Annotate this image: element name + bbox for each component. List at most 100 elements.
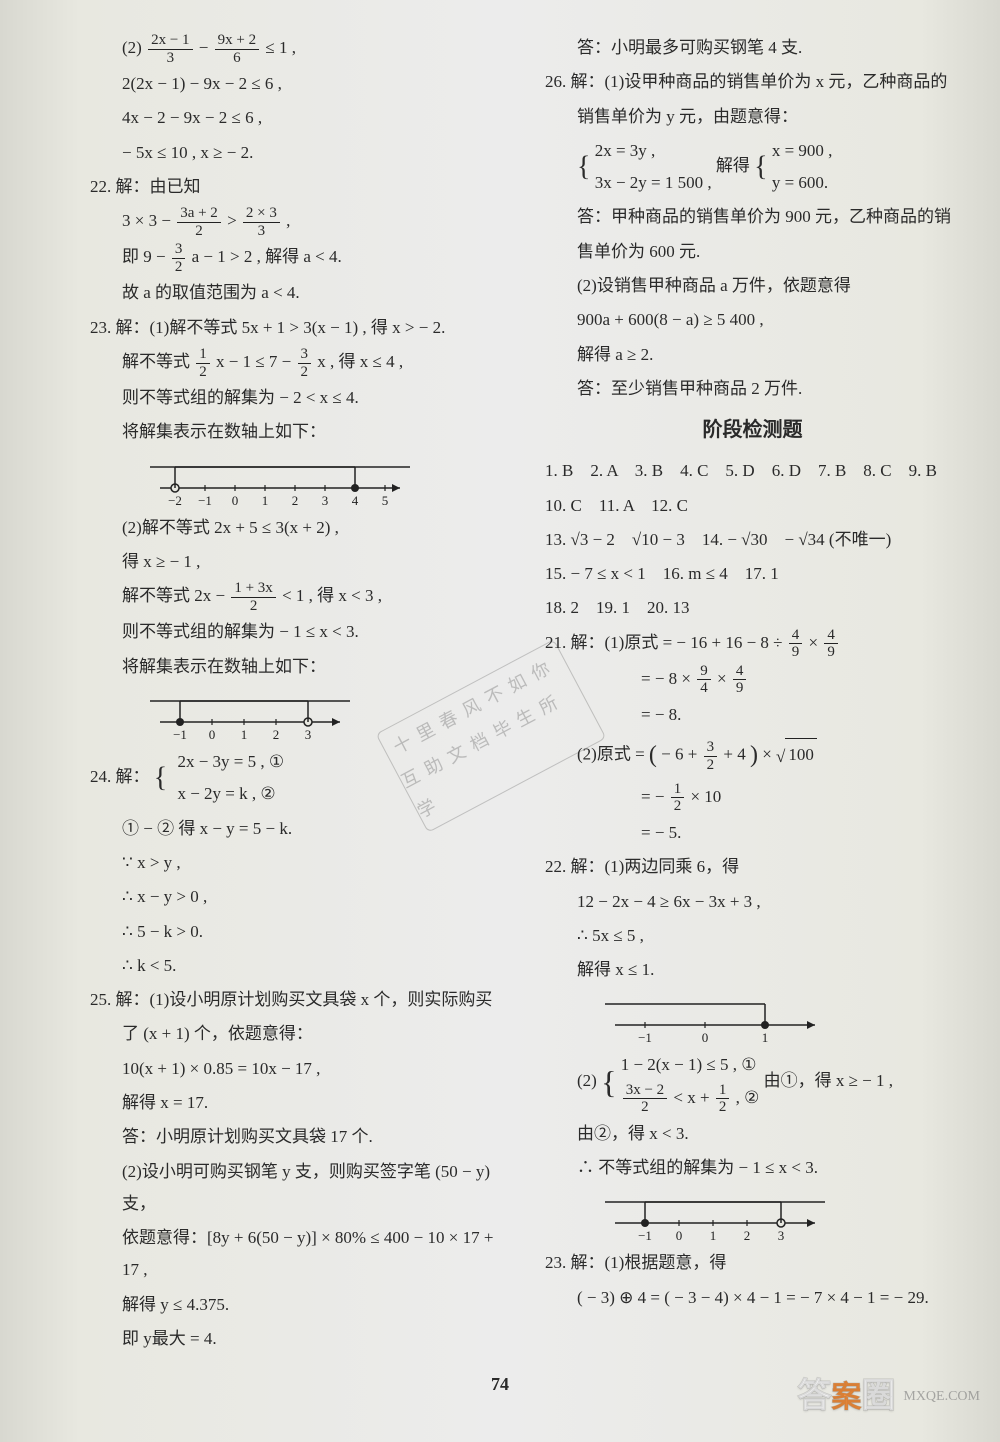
text-line: = − 8 × 94 × 49	[545, 663, 960, 697]
two-column-layout: (2) 2x − 13 − 9x + 26 ≤ 1 , 2(2x − 1) − …	[0, 30, 1000, 1357]
text-line: 22. 解：(1)两边同乘 6，得	[545, 851, 960, 883]
text-line: 12 − 2x − 4 ≥ 6x − 3x + 3 ,	[545, 886, 960, 918]
svg-text:−1: −1	[173, 727, 187, 742]
text-line: 18. 2 19. 1 20. 13	[545, 592, 960, 624]
text-line: 即 y最大 = 4.	[90, 1323, 505, 1355]
text-line: (2) { 1 − 2(x − 1) ≤ 5 , ① 3x − 22 < x +…	[545, 1049, 960, 1115]
fraction: 32	[298, 346, 312, 380]
fraction: 3a + 22	[177, 205, 221, 239]
text-line: 21. 解：(1)原式 = − 16 + 16 − 8 ÷ 49 × 49	[545, 627, 960, 661]
svg-text:4: 4	[352, 493, 359, 508]
svg-text:2: 2	[744, 1228, 751, 1243]
fraction: 2 × 33	[243, 205, 280, 239]
svg-text:1: 1	[762, 1030, 769, 1045]
text-line: 答：至少销售甲种商品 2 万件.	[545, 373, 960, 405]
text-line: (2)原式 = ( − 6 + 32 + 4 ) × √100	[545, 733, 960, 779]
fraction: 49	[733, 663, 747, 697]
svg-text:−2: −2	[168, 493, 182, 508]
watermark-url: MXQE.COM	[903, 1384, 980, 1411]
text-line: 10. C 11. A 12. C	[545, 490, 960, 522]
svg-text:0: 0	[232, 493, 239, 508]
text-line: (2)设小明可购买钢笔 y 支，则购买签字笔 (50 − y) 支，	[90, 1156, 505, 1221]
fraction: 9x + 26	[215, 32, 259, 66]
text-line: ∴ 5 − k > 0.	[90, 916, 505, 948]
svg-text:2: 2	[273, 727, 280, 742]
text-line: 得 x ≥ − 1 ,	[90, 546, 505, 578]
text-line: 由②，得 x < 3.	[545, 1118, 960, 1150]
fraction: 1 + 3x2	[231, 580, 275, 614]
number-line-2: −1 0 1 2 3	[150, 687, 350, 742]
fraction: 12	[196, 346, 210, 380]
text-line: − 5x ≤ 10 , x ≥ − 2.	[90, 137, 505, 169]
svg-text:1: 1	[241, 727, 248, 742]
text-line: ∴ 5x ≤ 5 ,	[545, 920, 960, 952]
text-line: 答：甲种商品的销售单价为 900 元，乙种商品的销	[545, 201, 960, 233]
svg-text:1: 1	[262, 493, 269, 508]
text-line: 解不等式 12 x − 1 ≤ 7 − 32 x , 得 x ≤ 4 ,	[90, 346, 505, 380]
text-line: 答：小明最多可购买钢笔 4 支.	[545, 32, 960, 64]
svg-text:1: 1	[710, 1228, 717, 1243]
text-line: ( − 3) ⊕ 4 = ( − 3 − 4) × 4 − 1 = − 7 × …	[545, 1282, 960, 1314]
fraction: 32	[704, 739, 718, 773]
text-line: { 2x = 3y , 3x − 2y = 1 500 , 解得 { x = 9…	[545, 135, 960, 200]
fraction: 94	[697, 663, 711, 697]
svg-text:3: 3	[322, 493, 329, 508]
fraction: 49	[789, 627, 803, 661]
right-column: 答：小明最多可购买钢笔 4 支. 26. 解：(1)设甲种商品的销售单价为 x …	[545, 30, 960, 1357]
text-line: 1. B 2. A 3. B 4. C 5. D 6. D 7. B 8. C …	[545, 455, 960, 487]
svg-text:−1: −1	[198, 493, 212, 508]
fraction: 3x − 22	[623, 1082, 667, 1116]
text-line: 23. 解：(1)根据题意，得	[545, 1247, 960, 1279]
fraction: 49	[824, 627, 838, 661]
text-line: 将解集表示在数轴上如下：	[90, 416, 505, 448]
text-line: (2)设销售甲种商品 a 万件，依题意得	[545, 270, 960, 302]
text-line: ∵ x > y ,	[90, 847, 505, 879]
text-line: ∴ 不等式组的解集为 − 1 ≤ x < 3.	[545, 1152, 960, 1184]
text-line: 3 × 3 − 3a + 22 > 2 × 33 ,	[90, 205, 505, 239]
site-watermark: 答案圈 MXQE.COM	[797, 1365, 980, 1430]
text-line: 销售单价为 y 元，由题意得：	[545, 101, 960, 133]
svg-text:−1: −1	[638, 1030, 652, 1045]
text-line: = − 8.	[545, 699, 960, 731]
text-line: ∴ k < 5.	[90, 950, 505, 982]
svg-text:3: 3	[305, 727, 312, 742]
text-line: 4x − 2 − 9x − 2 ≤ 6 ,	[90, 102, 505, 134]
text-line: 故 a 的取值范围为 a < 4.	[90, 277, 505, 309]
text-line: 售单价为 600 元.	[545, 236, 960, 268]
text-line: 则不等式组的解集为 − 1 ≤ x < 3.	[90, 616, 505, 648]
text-line: = − 5.	[545, 817, 960, 849]
text-line: 答：小明原计划购买文具袋 17 个.	[90, 1121, 505, 1153]
svg-text:0: 0	[209, 727, 216, 742]
text-line: 解不等式 2x − 1 + 3x2 < 1 , 得 x < 3 ,	[90, 580, 505, 614]
text-line: 解得 x = 17.	[90, 1087, 505, 1119]
text-line: 2(2x − 1) − 9x − 2 ≤ 6 ,	[90, 68, 505, 100]
svg-text:0: 0	[676, 1228, 683, 1243]
text-line: 了 (x + 1) 个，依题意得：	[90, 1018, 505, 1050]
text-line: ① − ② 得 x − y = 5 − k.	[90, 813, 505, 845]
text-line: 25. 解：(1)设小明原计划购买文具袋 x 个，则实际购买	[90, 984, 505, 1016]
text-line: 23. 解：(1)解不等式 5x + 1 > 3(x − 1) , 得 x > …	[90, 312, 505, 344]
text-line: ∴ x − y > 0 ,	[90, 881, 505, 913]
page-root: (2) 2x − 13 − 9x + 26 ≤ 1 , 2(2x − 1) − …	[0, 0, 1000, 1442]
svg-text:0: 0	[702, 1030, 709, 1045]
left-column: (2) 2x − 13 − 9x + 26 ≤ 1 , 2(2x − 1) − …	[90, 30, 505, 1357]
fraction: 32	[172, 241, 186, 275]
text-line: 则不等式组的解集为 − 2 < x ≤ 4.	[90, 382, 505, 414]
section-title: 阶段检测题	[545, 411, 960, 449]
text-line: 即 9 − 32 a − 1 > 2 , 解得 a < 4.	[90, 241, 505, 275]
fraction: 12	[716, 1082, 730, 1116]
svg-text:2: 2	[292, 493, 299, 508]
text-line: (2) 2x − 13 − 9x + 26 ≤ 1 ,	[90, 32, 505, 66]
number-line-4: −10123	[605, 1188, 825, 1243]
label: (2)	[122, 38, 142, 57]
text-line: 将解集表示在数轴上如下：	[90, 651, 505, 683]
svg-text:−1: −1	[638, 1228, 652, 1243]
text-line: = − 12 × 10	[545, 781, 960, 815]
text-line: 13. √3 − 2 √10 − 3 14. − √30 − √34 (不唯一)	[545, 524, 960, 556]
text-line: 解得 a ≥ 2.	[545, 339, 960, 371]
text-line: 900a + 600(8 − a) ≥ 5 400 ,	[545, 304, 960, 336]
text-line: 解得 y ≤ 4.375.	[90, 1289, 505, 1321]
fraction: 2x − 13	[148, 32, 192, 66]
watermark-logo: 答案圈	[797, 1365, 895, 1430]
text-line: 26. 解：(1)设甲种商品的销售单价为 x 元，乙种商品的	[545, 66, 960, 98]
